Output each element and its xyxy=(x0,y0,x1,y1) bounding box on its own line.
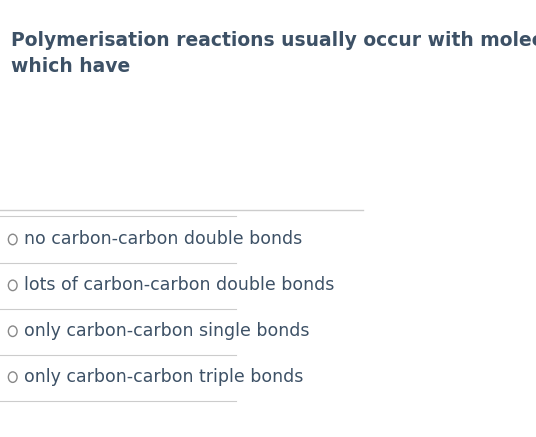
Text: no carbon-carbon double bonds: no carbon-carbon double bonds xyxy=(24,230,302,249)
Text: only carbon-carbon single bonds: only carbon-carbon single bonds xyxy=(24,322,309,340)
Text: lots of carbon-carbon double bonds: lots of carbon-carbon double bonds xyxy=(24,276,334,295)
Text: Polymerisation reactions usually occur with molecules
which have: Polymerisation reactions usually occur w… xyxy=(11,31,536,76)
Text: only carbon-carbon triple bonds: only carbon-carbon triple bonds xyxy=(24,368,303,386)
